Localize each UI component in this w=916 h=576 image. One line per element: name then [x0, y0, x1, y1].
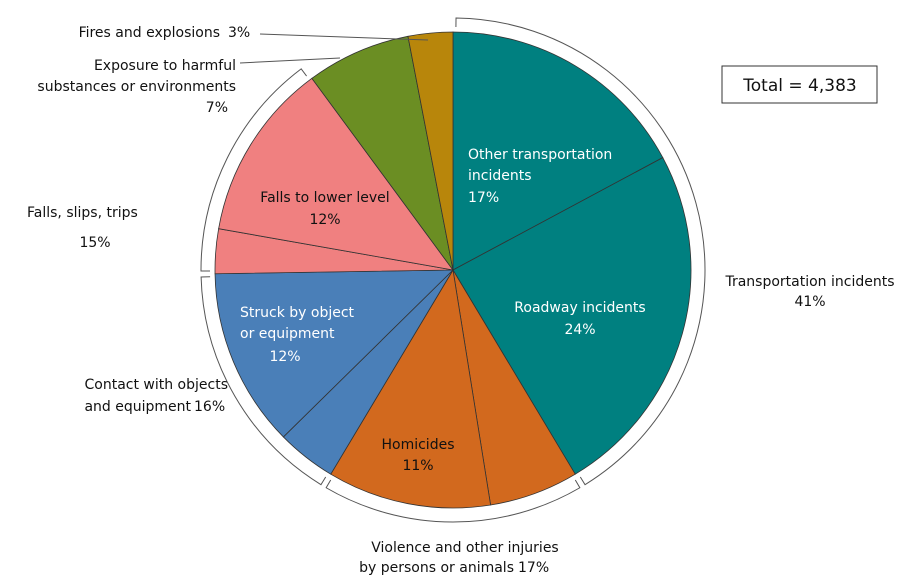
group-bracket: [325, 479, 581, 523]
leader-line: [239, 57, 341, 64]
group-bracket: [455, 17, 706, 486]
group-label: substances or environments: [37, 79, 236, 95]
group-value-label: 17%: [518, 560, 549, 576]
group-label: Violence and other injuries: [371, 540, 558, 556]
group-value-label: 16%: [194, 399, 225, 415]
total-annotation: Total = 4,383: [742, 76, 856, 96]
slice-value-label: 11%: [402, 458, 433, 474]
slice-label: Homicides: [381, 437, 454, 453]
pie-slice: [218, 77, 454, 271]
leader-line: [259, 33, 429, 41]
slice-label: Other transportation: [468, 147, 612, 163]
group-bracket: [200, 68, 307, 272]
slice-label: Struck by object: [240, 305, 355, 321]
pie-slice: [330, 268, 492, 509]
group-value-label: 3%: [228, 25, 250, 41]
group-label: Fires and explosions: [79, 25, 220, 41]
slice-value-label: 12%: [269, 349, 300, 365]
slice-value-label: 17%: [468, 190, 499, 206]
group-value-label: 41%: [794, 294, 825, 310]
slice-label: Falls to lower level: [260, 190, 389, 206]
group-label: and equipment: [84, 399, 191, 415]
slice-label: or equipment: [240, 326, 335, 342]
group-value-label: 7%: [206, 100, 228, 116]
slice-label: Roadway incidents: [514, 300, 645, 316]
group-label: Falls, slips, trips: [27, 205, 138, 221]
pie-slice: [407, 31, 454, 271]
slice-value-label: 24%: [564, 322, 595, 338]
group-label: Contact with objects: [84, 377, 228, 393]
group-label: by persons or animals: [359, 560, 514, 576]
group-bracket: [200, 276, 327, 486]
pie-slice: [214, 269, 454, 438]
slice-label: incidents: [468, 168, 532, 184]
group-value-label: 15%: [79, 235, 110, 251]
total-box: [721, 65, 878, 104]
group-label: Transportation incidents: [724, 274, 894, 290]
pie-slice: [311, 35, 454, 271]
pie-slice: [452, 157, 692, 475]
group-label: Exposure to harmful: [94, 58, 236, 74]
slice-value-label: 12%: [309, 212, 340, 228]
pie-slice: [452, 31, 664, 271]
